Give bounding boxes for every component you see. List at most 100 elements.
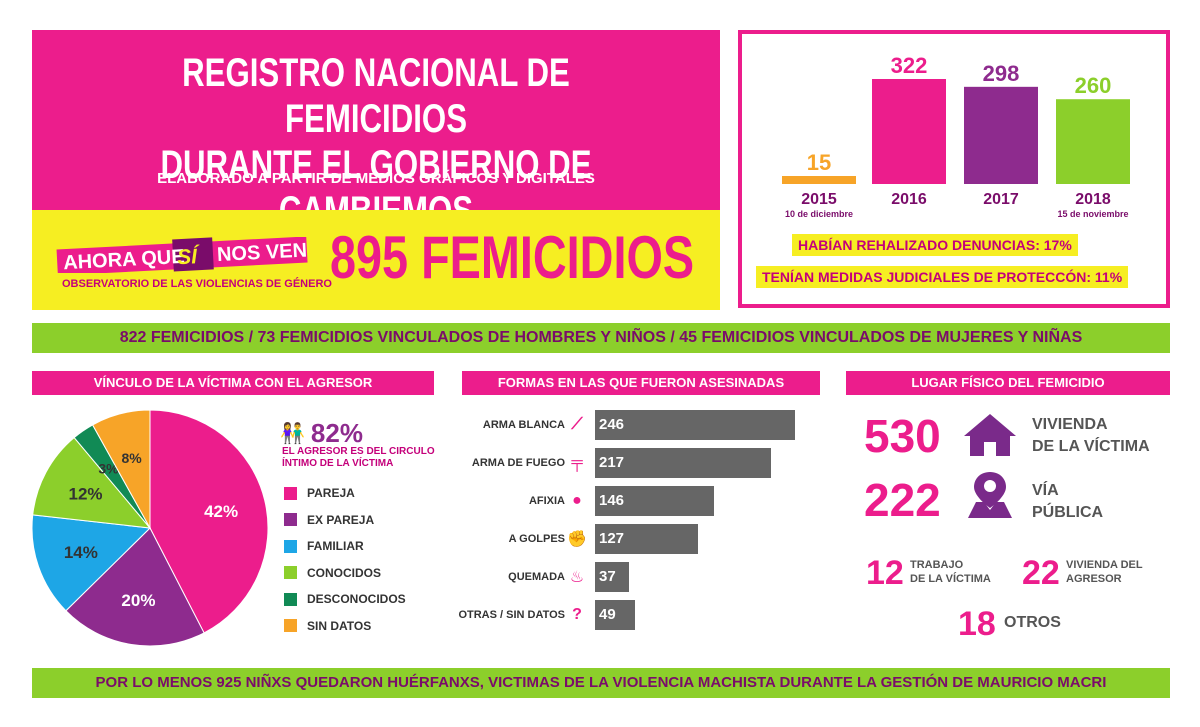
otros-number: 18 (958, 605, 996, 643)
asphyxia-icon: ● (572, 492, 582, 509)
trabajo-number: 12 (866, 554, 904, 592)
otros-label: OTROS (1004, 614, 1061, 631)
agresor-number: 22 (1022, 554, 1060, 592)
year-label-2015: 2015 (801, 191, 837, 208)
agresor-label: VIVIENDA DEL AGRESOR (1066, 558, 1143, 586)
legend-swatch (284, 539, 297, 553)
agresor-label-1: VIVIENDA DEL (1066, 559, 1143, 571)
legend-item: SIN DATOS (284, 613, 406, 640)
couple-icon: 👫 (280, 423, 305, 445)
yearly-chart-box (738, 30, 1170, 308)
agresor-label-2: AGRESOR (1066, 573, 1122, 585)
formas-bar: 49 (595, 600, 635, 630)
legend-swatch (284, 566, 297, 580)
via-label-2: PÚBLICA (1032, 504, 1104, 521)
legend-label: SIN DATOS (307, 618, 372, 633)
formas-bar-chart: ARMA BLANCA ⟋ 246 ARMA DE FUEGO ╤ 217 AFIXIA ● 1… (450, 410, 830, 640)
map-pin-icon (968, 472, 1012, 518)
circle-caption-line1: EL AGRESOR ES DEL CIRCULO (282, 446, 435, 457)
breakdown-band: 822 FEMICIDIOS / 73 FEMICIDIOS VINCULADO… (32, 323, 1170, 353)
legend-swatch (284, 486, 297, 500)
legend-item: CONOCIDOS (284, 560, 406, 587)
circle-caption: EL AGRESOR ES DEL CIRCULO ÍNTIMO DE LA V… (282, 446, 435, 470)
title-line-1: REGISTRO NACIONAL DE FEMICIDIOS (182, 51, 570, 141)
legend-label: CONOCIDOS (307, 565, 382, 580)
year-sublabel-2015: 10 de diciembre (785, 209, 853, 219)
legend-label: PAREJA (307, 486, 355, 501)
year-bar-2018 (1056, 99, 1130, 184)
trabajo-label: TRABAJO DE LA VÍCTIMA (910, 558, 991, 586)
observatory-label: OBSERVATORIO DE LAS VIOLENCIAS DE GÉNERO (62, 278, 332, 290)
pie-slice-pareja (149, 410, 269, 634)
trabajo-label-2: DE LA VÍCTIMA (910, 573, 991, 585)
legend-swatch (284, 619, 297, 633)
formas-label: A GOLPES (508, 533, 565, 545)
pie-slice-sin-datos (91, 410, 151, 530)
formas-label: OTRAS / SIN DATOS (458, 609, 565, 621)
formas-bar: 146 (595, 486, 714, 516)
formas-bar: 246 (595, 410, 795, 440)
formas-row: ARMA BLANCA ⟋ 246 (450, 410, 795, 440)
pie-slice-familiar (31, 514, 152, 612)
section-vinculo-header: VÍNCULO DE LA VÍCTIMA CON EL AGRESOR (32, 371, 434, 395)
year-value-2017: 298 (983, 61, 1020, 86)
total-femicides: 895 FEMICIDIOS (330, 224, 695, 291)
formas-bar: 217 (595, 448, 772, 478)
formas-row: QUEMADA ♨ 37 (450, 562, 629, 592)
gun-icon: ╤ (571, 454, 583, 471)
vivienda-label-1: VIVIENDA (1032, 416, 1108, 433)
year-bar-2015 (782, 176, 856, 184)
trabajo-label-1: TRABAJO (910, 559, 964, 571)
vivienda-label-2: DE LA VÍCTIMA (1032, 438, 1150, 455)
formas-row: OTRAS / SIN DATOS? 49 (450, 600, 635, 630)
ahora-que-si-nos-ven-logo: AHORA QUE SÍ NOS VEN (56, 237, 308, 273)
legend-swatch (284, 513, 297, 527)
house-icon (964, 414, 1016, 456)
year-bar-2017 (964, 86, 1038, 184)
pie-label-sin-datos: 8% (122, 450, 143, 466)
page-subtitle: ELABORADO A PARTIR DE MEDIOS GRÁFICOS Y … (157, 170, 595, 187)
vivienda-number: 530 (864, 410, 941, 462)
pie-slice-ex-pareja (65, 527, 205, 647)
via-label-1: VÍA (1032, 482, 1059, 499)
formas-row: A GOLPES ✊ 127 (450, 524, 699, 554)
fire-icon: ♨ (569, 569, 585, 586)
denuncias-note: HABÍAN REHALIZADO DENUNCIAS: 17% (792, 234, 1078, 256)
vinculo-pie-chart: 42% 20% 14% 12% 3%8% (31, 410, 269, 647)
formas-row: AFIXIA ● 146 (450, 486, 714, 516)
legend-label: DESCONOCIDOS (307, 592, 406, 607)
legend-item: FAMILIAR (284, 533, 406, 560)
legend-item: DESCONOCIDOS (284, 586, 406, 613)
vivienda-label: VIVIENDA DE LA VÍCTIMA (1032, 414, 1150, 458)
circle-caption-line2: ÍNTIMO DE LA VÍCTIMA (282, 458, 394, 469)
footer-band: POR LO MENOS 925 NIÑXS QUEDARON HUÉRFANX… (32, 668, 1170, 698)
year-bar-2016 (872, 79, 946, 184)
year-value-2016: 322 (891, 53, 928, 78)
pie-label-ex-pareja: 20% (121, 591, 155, 610)
formas-label: QUEMADA (508, 571, 565, 583)
knife-icon: ⟋ (571, 416, 583, 433)
pie-label-familiar: 14% (64, 543, 98, 562)
circle-stat: 👫 82% (280, 418, 363, 449)
medidas-note: TENÍAN MEDIDAS JUDICIALES DE PROTECCÓN: … (756, 266, 1129, 288)
pie-slice-conocidos (32, 436, 152, 529)
logo-text-nos-ven: NOS VEN (216, 239, 307, 266)
year-label-2016: 2016 (891, 191, 927, 208)
legend-item: PAREJA (284, 480, 406, 507)
header-banner (32, 30, 720, 210)
year-value-2015: 15 (807, 150, 831, 175)
logo-text-ahora-que: AHORA QUE (63, 246, 185, 273)
formas-row: ARMA DE FUEGO ╤ 217 (450, 448, 772, 478)
section-formas-header: FORMAS EN LAS QUE FUERON ASESINADAS (462, 371, 820, 395)
year-sublabel-2018: 15 de noviembre (1057, 209, 1128, 219)
year-value-2018: 260 (1075, 73, 1112, 98)
formas-label: AFIXIA (528, 495, 565, 507)
pie-label-desconocidos: 3% (98, 461, 119, 477)
via-number: 222 (864, 474, 941, 526)
legend-swatch (284, 592, 297, 606)
formas-label: ARMA BLANCA (482, 419, 565, 431)
section-lugar-header: LUGAR FÍSICO DEL FEMICIDIO (846, 371, 1170, 395)
question-icon: ? (572, 606, 582, 623)
pie-label-conocidos: 12% (68, 484, 102, 503)
